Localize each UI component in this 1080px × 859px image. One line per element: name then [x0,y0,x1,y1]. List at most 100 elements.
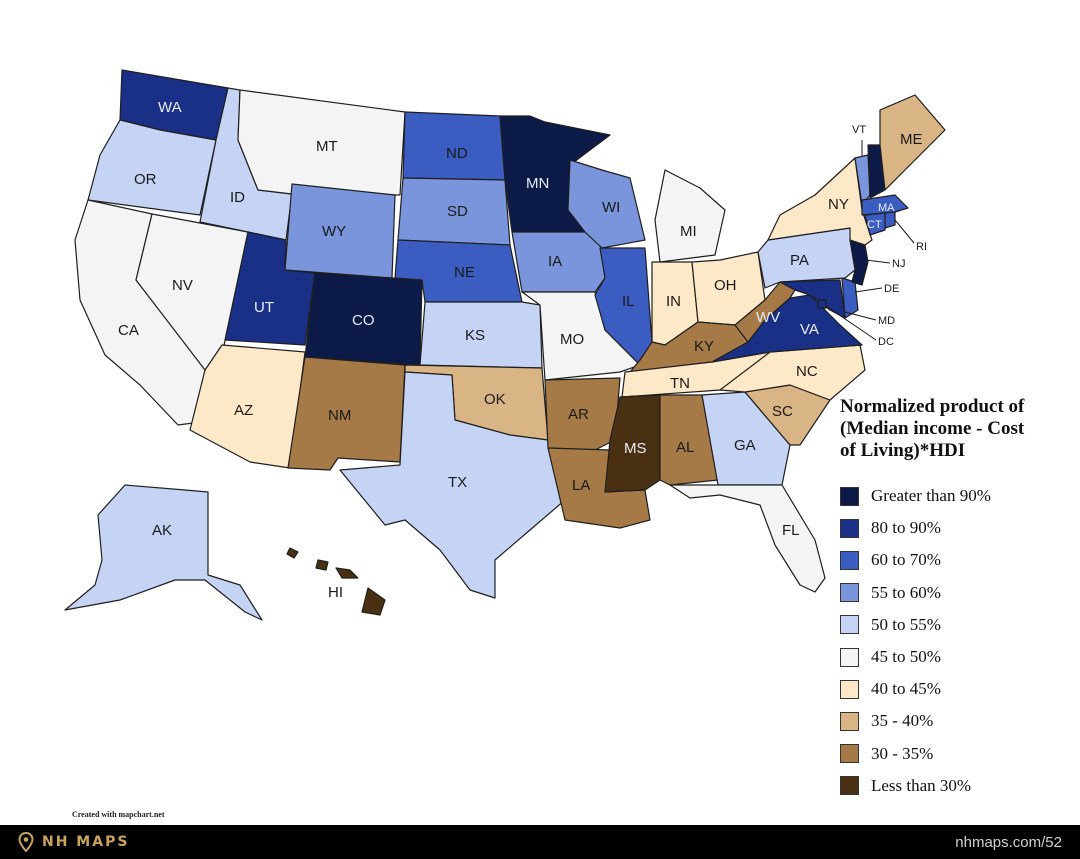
legend-label: 45 to 50% [871,647,941,667]
label-MS: MS [624,440,647,457]
label-SC: SC [772,403,793,420]
label-NJ: NJ [892,258,905,270]
legend-label: 55 to 60% [871,582,941,602]
label-NE: NE [454,264,475,281]
legend-swatch [840,518,859,538]
label-NV: NV [172,277,193,294]
state-TX [339,371,566,599]
label-OH: OH [714,277,737,294]
label-MD: MD [878,315,895,327]
legend-swatch [840,711,859,731]
state-DE [841,277,859,319]
state-ME [879,94,946,191]
state-HI-4 [361,587,386,616]
label-WA: WA [158,99,182,116]
label-CT: CT [867,219,882,231]
label-TX: TX [448,474,467,491]
legend-item: 80 to 90% [840,512,1070,544]
state-IL [594,247,653,366]
label-TN: TN [670,375,690,392]
label-OR: OR [134,171,157,188]
label-MN: MN [526,175,549,192]
state-WI [567,159,646,249]
state-KS [419,301,543,369]
brand-name: NH MAPS [42,834,130,850]
legend-swatch [840,583,859,603]
legend-label: Less than 30% [871,775,972,795]
legend-item: 40 to 45% [840,673,1070,705]
legend-swatch [840,744,859,764]
site-url[interactable]: nhmaps.com/52 [955,833,1062,851]
label-RI: RI [916,241,927,253]
label-CA: CA [118,322,139,339]
label-LA: LA [572,477,590,494]
state-CT [864,212,886,236]
state-AZ [189,344,306,469]
label-VA: VA [800,321,819,338]
legend-item: 50 to 55% [840,609,1070,641]
label-NY: NY [828,196,849,213]
label-SD: SD [447,203,468,220]
legend-label: 50 to 55% [871,614,941,634]
label-VT: VT [852,124,866,136]
legend-swatch [840,550,859,570]
legend-label: 35 - 40% [871,711,934,731]
legend-swatch [840,615,859,635]
state-MI [654,169,726,263]
label-AZ: AZ [234,402,253,419]
location-pin-icon [18,832,34,852]
legend-item: 30 - 35% [840,738,1070,770]
label-KS: KS [465,327,485,344]
state-HI-2 [315,559,329,571]
label-ID: ID [230,189,245,206]
legend-label: 30 - 35% [871,743,934,763]
label-IN: IN [666,293,681,310]
label-MA: MA [878,202,895,214]
state-AK [64,484,263,621]
label-NC: NC [796,363,818,380]
label-NM: NM [328,407,351,424]
state-AL [659,394,719,486]
legend-swatch [840,679,859,699]
footer-bar: NH MAPS nhmaps.com/52 [0,825,1080,859]
label-AR: AR [568,406,589,423]
label-WI: WI [602,199,620,216]
legend-title-line-2: (Median income - Cost [840,418,1025,439]
credit-text: Created with mapchart.net [72,810,165,819]
label-AL: AL [676,439,694,456]
label-FL: FL [782,522,800,539]
legend-swatch [840,486,859,506]
legend-label: 60 to 70% [871,550,941,570]
label-DC: DC [878,336,894,348]
legend-label: Greater than 90% [871,486,991,506]
label-HI: HI [328,584,343,601]
label-IA: IA [548,253,562,270]
label-CO: CO [352,312,375,329]
brand: NH MAPS [18,832,129,852]
label-AK: AK [152,522,172,539]
label-ND: ND [446,145,468,162]
legend-title-line-3: of Living)*HDI [840,440,966,461]
label-GA: GA [734,437,756,454]
state-WV [734,281,796,343]
label-ME: ME [900,131,923,148]
legend-title-line-1: Normalized product of [840,396,1025,417]
legend-item: 35 - 40% [840,705,1070,737]
state-HI-3 [335,567,359,579]
label-MI: MI [680,223,697,240]
label-DE: DE [884,283,899,295]
legend-item: Greater than 90% [840,480,1070,512]
legend-swatch [840,647,859,667]
legend-item: Less than 30% [840,770,1070,802]
state-OR [87,119,217,216]
label-leader-lines [825,140,915,341]
label-PA: PA [790,252,809,269]
legend-label: 40 to 45% [871,679,941,699]
state-MD [779,279,846,319]
us-choropleth-map: WA OR CA NV ID MT WY UT CO AZ NM ND SD N… [64,69,946,621]
legend-swatch [840,776,859,796]
label-KY: KY [694,338,714,355]
legend-title: Normalized product of (Median income - C… [840,396,1070,462]
state-RI [884,211,896,229]
label-IL: IL [622,293,635,310]
